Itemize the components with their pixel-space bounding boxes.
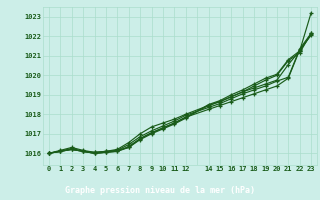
Text: Graphe pression niveau de la mer (hPa): Graphe pression niveau de la mer (hPa) bbox=[65, 186, 255, 195]
